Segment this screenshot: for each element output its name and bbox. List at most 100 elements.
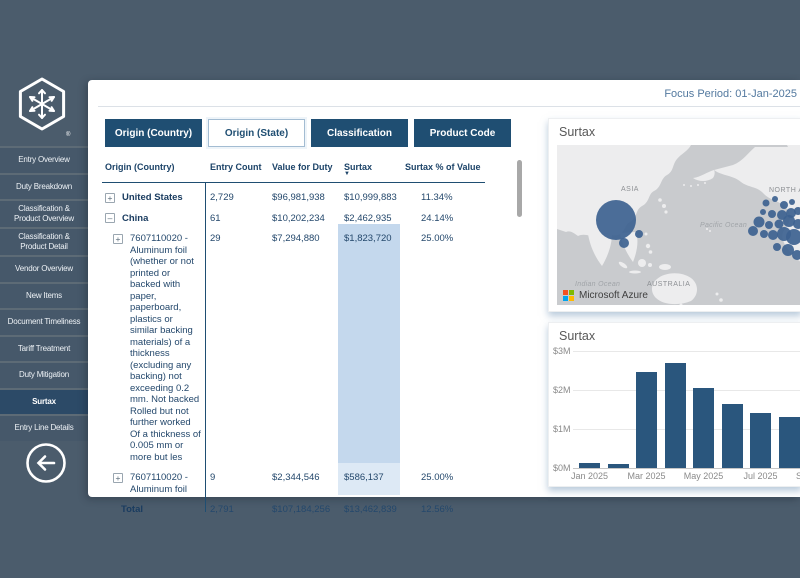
cell-entry-count: 61 bbox=[210, 212, 221, 224]
surtax-map-card: Surtax bbox=[548, 118, 800, 312]
bar-feb-2025[interactable] bbox=[607, 464, 629, 468]
cell-entry-count: 29 bbox=[210, 233, 221, 244]
x-axis-tick-label: Jul 2025 bbox=[743, 471, 778, 481]
sidebar-item-classification-product-detail[interactable]: Classification & Product Detail bbox=[0, 227, 88, 255]
map-label-asia: ASIA bbox=[621, 186, 639, 193]
sidebar-item-entry-line-details[interactable]: Entry Line Details bbox=[0, 414, 88, 441]
bar-jan-2025[interactable] bbox=[579, 462, 600, 468]
map-bubble[interactable] bbox=[765, 221, 773, 229]
bar-may-2025[interactable] bbox=[693, 388, 714, 468]
row-header-cell: – China bbox=[102, 204, 205, 225]
focus-period-label: Focus Period: 01-Jan-2025 bbox=[664, 88, 797, 100]
sidebar-item-duty-breakdown[interactable]: Duty Breakdown bbox=[0, 172, 88, 199]
cell-surtax-pct-of-value: 11.34% bbox=[421, 192, 453, 203]
map-attribution: Microsoft Azure bbox=[563, 290, 648, 301]
map-label-australia: AUSTRALIA bbox=[647, 281, 690, 288]
row-header-cell: +7607110020 - Aluminum foil (whether or … bbox=[102, 224, 205, 463]
sidebar-item-entry-overview[interactable]: Entry Overview bbox=[0, 146, 88, 173]
collapse-icon[interactable]: – bbox=[105, 213, 115, 223]
cell-surtax-pct-of-value: 24.14% bbox=[421, 212, 454, 224]
map-bubble[interactable] bbox=[760, 209, 766, 215]
sidebar: ® Entry Overview Duty Breakdown Classifica… bbox=[0, 0, 88, 578]
map-bubble[interactable] bbox=[789, 199, 795, 205]
matrix-header-row: Origin (Country) Entry Count Value for Dut… bbox=[102, 156, 485, 183]
cell-value-for-duty: $96,981,938 bbox=[272, 192, 325, 203]
map-bubble[interactable] bbox=[768, 230, 778, 240]
gridline bbox=[573, 351, 800, 352]
company-logo: ® bbox=[13, 74, 73, 145]
x-axis-tick-label-partial: S bbox=[796, 471, 800, 481]
map-bubble[interactable] bbox=[748, 226, 758, 236]
chart-card-title: Surtax bbox=[559, 329, 596, 343]
map-bubble-layer bbox=[596, 196, 800, 260]
map-bubble[interactable] bbox=[635, 230, 643, 238]
matrix-scrollbar-thumb[interactable] bbox=[517, 160, 522, 217]
back-button[interactable] bbox=[24, 441, 68, 485]
column-header-surtax[interactable]: Surtax ▼ bbox=[344, 162, 405, 177]
map-label-indian-ocean: Indian Ocean bbox=[575, 281, 620, 288]
bar-mar-2025[interactable] bbox=[636, 372, 657, 468]
sidebar-item-new-items[interactable]: New Items bbox=[0, 281, 88, 308]
map-bubble[interactable] bbox=[782, 244, 794, 256]
column-header-value-for-duty[interactable]: Value for Duty bbox=[272, 162, 333, 172]
column-header-surtax-of-value[interactable]: Surtax % of Value bbox=[405, 162, 481, 172]
map-bubble[interactable] bbox=[794, 207, 800, 215]
registered-trademark: ® bbox=[66, 131, 71, 138]
bar-apr-2025[interactable] bbox=[664, 362, 686, 468]
matrix-column-divider bbox=[205, 183, 206, 512]
map-bubble[interactable] bbox=[792, 250, 800, 260]
microsoft-logo-icon bbox=[563, 290, 574, 301]
y-axis-tick-label: $3M bbox=[553, 346, 571, 356]
table-row: +7607110020 - Aluminum foil (whether or … bbox=[102, 224, 485, 463]
sidebar-item-tariff-treatment[interactable]: Tariff Treatment bbox=[0, 334, 88, 361]
back-arrow-icon bbox=[26, 443, 66, 483]
y-axis-tick-label: $1M bbox=[553, 424, 571, 434]
cell-surtax-pct-of-value: 12.56% bbox=[421, 504, 454, 515]
map-bubble[interactable] bbox=[596, 200, 636, 240]
cell-entry-count: 9 bbox=[210, 472, 216, 483]
map-bubble[interactable] bbox=[783, 215, 795, 227]
sidebar-item-duty-mitigation[interactable]: Duty Mitigation bbox=[0, 361, 88, 388]
sort-descending-icon: ▼ bbox=[344, 171, 350, 177]
map-bubble[interactable] bbox=[619, 238, 629, 248]
x-axis-tick-label: May 2025 bbox=[683, 471, 724, 481]
map-landmasses bbox=[557, 145, 800, 305]
expand-icon[interactable]: + bbox=[113, 472, 123, 483]
bar-jul-2025[interactable] bbox=[750, 413, 771, 468]
sidebar-item-vendor-overview[interactable]: Vendor Overview bbox=[0, 255, 88, 282]
sidebar-item-classification-product-overview[interactable]: Classification & Product Overview bbox=[0, 199, 88, 227]
expand-icon[interactable]: + bbox=[113, 233, 123, 244]
sidebar-item-surtax[interactable]: Surtax bbox=[0, 387, 88, 414]
map-bubble[interactable] bbox=[760, 230, 768, 238]
sidebar-item-document-timeliness[interactable]: Document Timeliness bbox=[0, 308, 88, 335]
column-header-origin-country[interactable]: Origin (Country) bbox=[105, 162, 175, 172]
column-header-entry-count[interactable]: Entry Count bbox=[210, 162, 262, 172]
expand-icon[interactable]: + bbox=[105, 192, 115, 203]
map-bubble[interactable] bbox=[793, 219, 800, 229]
tab-product-code[interactable]: Product Code bbox=[414, 119, 511, 147]
map-bubble[interactable] bbox=[772, 196, 778, 202]
bar-jun-2025[interactable] bbox=[721, 403, 743, 468]
cell-entry-count: 2,729 bbox=[210, 192, 234, 203]
map-bubble[interactable] bbox=[773, 243, 781, 251]
map-bubble[interactable] bbox=[762, 199, 770, 207]
map-bubble[interactable] bbox=[780, 201, 788, 209]
world-map[interactable]: ASIA NORTH AME Pacific Ocean Indian Ocean AU… bbox=[557, 145, 800, 305]
tab-origin-state[interactable]: Origin (State) bbox=[208, 119, 305, 147]
map-bubble[interactable] bbox=[786, 229, 800, 245]
cell-surtax: $586,137 bbox=[338, 463, 400, 495]
report-panel: Focus Period: 01-Jan-2025 Origin (Countr… bbox=[88, 80, 800, 515]
tab-classification[interactable]: Classification bbox=[311, 119, 408, 147]
map-bubble[interactable] bbox=[753, 216, 765, 228]
cell-surtax: $2,462,935 bbox=[344, 212, 392, 224]
map-card-title: Surtax bbox=[559, 125, 596, 139]
bar-aug-2025[interactable] bbox=[778, 417, 800, 468]
tab-origin-country[interactable]: Origin (Country) bbox=[105, 119, 202, 147]
cell-surtax: $10,999,883 bbox=[344, 192, 397, 203]
header-divider bbox=[98, 106, 800, 107]
row-header-cell: + United States bbox=[102, 183, 205, 204]
row-header-cell: Total bbox=[102, 495, 205, 516]
map-bubble[interactable] bbox=[768, 210, 776, 218]
map-bubble[interactable] bbox=[774, 219, 784, 229]
